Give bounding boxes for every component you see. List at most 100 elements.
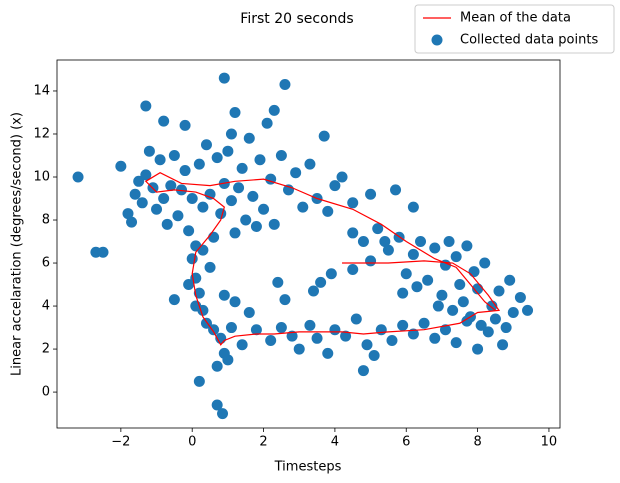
data-point <box>286 330 298 342</box>
data-point <box>225 195 237 207</box>
data-point <box>211 360 223 372</box>
data-point <box>329 180 341 192</box>
data-point <box>429 332 441 344</box>
data-point <box>204 261 216 273</box>
data-point <box>236 162 248 174</box>
data-point <box>197 201 209 213</box>
data-point <box>218 72 230 84</box>
data-point <box>233 182 245 194</box>
data-point <box>200 139 212 151</box>
data-point <box>365 188 377 200</box>
legend-label: Mean of the data <box>460 11 571 26</box>
data-point <box>432 300 444 312</box>
data-point <box>315 276 327 288</box>
data-point <box>365 255 377 267</box>
data-point <box>129 188 141 200</box>
line-layer <box>144 172 501 346</box>
data-point <box>368 350 380 362</box>
data-point <box>429 242 441 254</box>
data-point <box>183 225 195 237</box>
data-point <box>250 324 262 336</box>
data-point <box>186 253 198 265</box>
data-point <box>247 190 259 202</box>
data-point <box>275 149 287 161</box>
data-point <box>72 171 84 183</box>
data-point <box>204 188 216 200</box>
data-point <box>318 130 330 142</box>
data-point <box>322 347 334 359</box>
data-point <box>475 319 487 331</box>
data-point <box>172 210 184 222</box>
data-point <box>461 240 473 252</box>
data-point <box>158 193 170 205</box>
data-point <box>133 175 145 187</box>
data-point <box>254 154 266 166</box>
data-point <box>489 313 501 325</box>
y-axis-label: Linear accelaration (degrees/second) (x) <box>10 112 25 376</box>
scatter-layer <box>72 72 534 420</box>
data-point <box>397 287 409 299</box>
data-point <box>450 251 462 263</box>
x-tick-label: 2 <box>259 435 267 450</box>
data-point <box>436 289 448 301</box>
data-point <box>397 319 409 331</box>
data-point <box>357 365 369 377</box>
data-point <box>311 332 323 344</box>
data-point <box>293 343 305 355</box>
y-tick-label: 6 <box>42 256 50 271</box>
data-point <box>375 324 387 336</box>
data-point <box>250 220 262 232</box>
data-point <box>179 119 191 131</box>
data-point <box>407 201 419 213</box>
data-point <box>347 227 359 239</box>
data-point <box>304 158 316 170</box>
data-point <box>165 180 177 192</box>
data-point <box>457 296 469 308</box>
data-point <box>179 165 191 177</box>
data-point <box>340 330 352 342</box>
data-point <box>229 296 241 308</box>
data-point <box>243 307 255 319</box>
data-point <box>297 201 309 213</box>
axes-frame <box>56 59 561 429</box>
data-point <box>497 339 509 351</box>
y-tick-label: 8 <box>42 213 50 228</box>
data-point <box>504 274 516 286</box>
chart-title: First 20 seconds <box>240 11 353 27</box>
data-point <box>275 322 287 334</box>
data-point <box>211 399 223 411</box>
data-point <box>236 339 248 351</box>
data-point <box>482 326 494 338</box>
y-tick-label: 2 <box>42 342 50 357</box>
data-point <box>347 263 359 275</box>
data-point <box>229 227 241 239</box>
data-point <box>279 79 291 91</box>
data-point <box>225 128 237 140</box>
data-point <box>168 294 180 306</box>
data-point <box>329 324 341 336</box>
data-point <box>158 115 170 127</box>
legend-marker <box>431 34 443 46</box>
data-point <box>197 244 209 256</box>
data-point <box>258 203 270 215</box>
data-point <box>268 218 280 230</box>
data-point <box>347 197 359 209</box>
data-point <box>472 343 484 355</box>
data-point <box>243 132 255 144</box>
data-point <box>443 236 455 248</box>
x-tick-label: 10 <box>541 435 558 450</box>
data-point <box>240 214 252 226</box>
data-point <box>439 324 451 336</box>
data-point <box>507 307 519 319</box>
data-point <box>154 154 166 166</box>
data-point <box>411 281 423 293</box>
data-point <box>500 322 512 334</box>
data-point <box>479 257 491 269</box>
x-tick-label: 0 <box>188 435 196 450</box>
data-point <box>193 158 205 170</box>
data-point <box>225 322 237 334</box>
data-point <box>454 279 466 291</box>
data-point <box>279 294 291 306</box>
data-point <box>350 313 362 325</box>
